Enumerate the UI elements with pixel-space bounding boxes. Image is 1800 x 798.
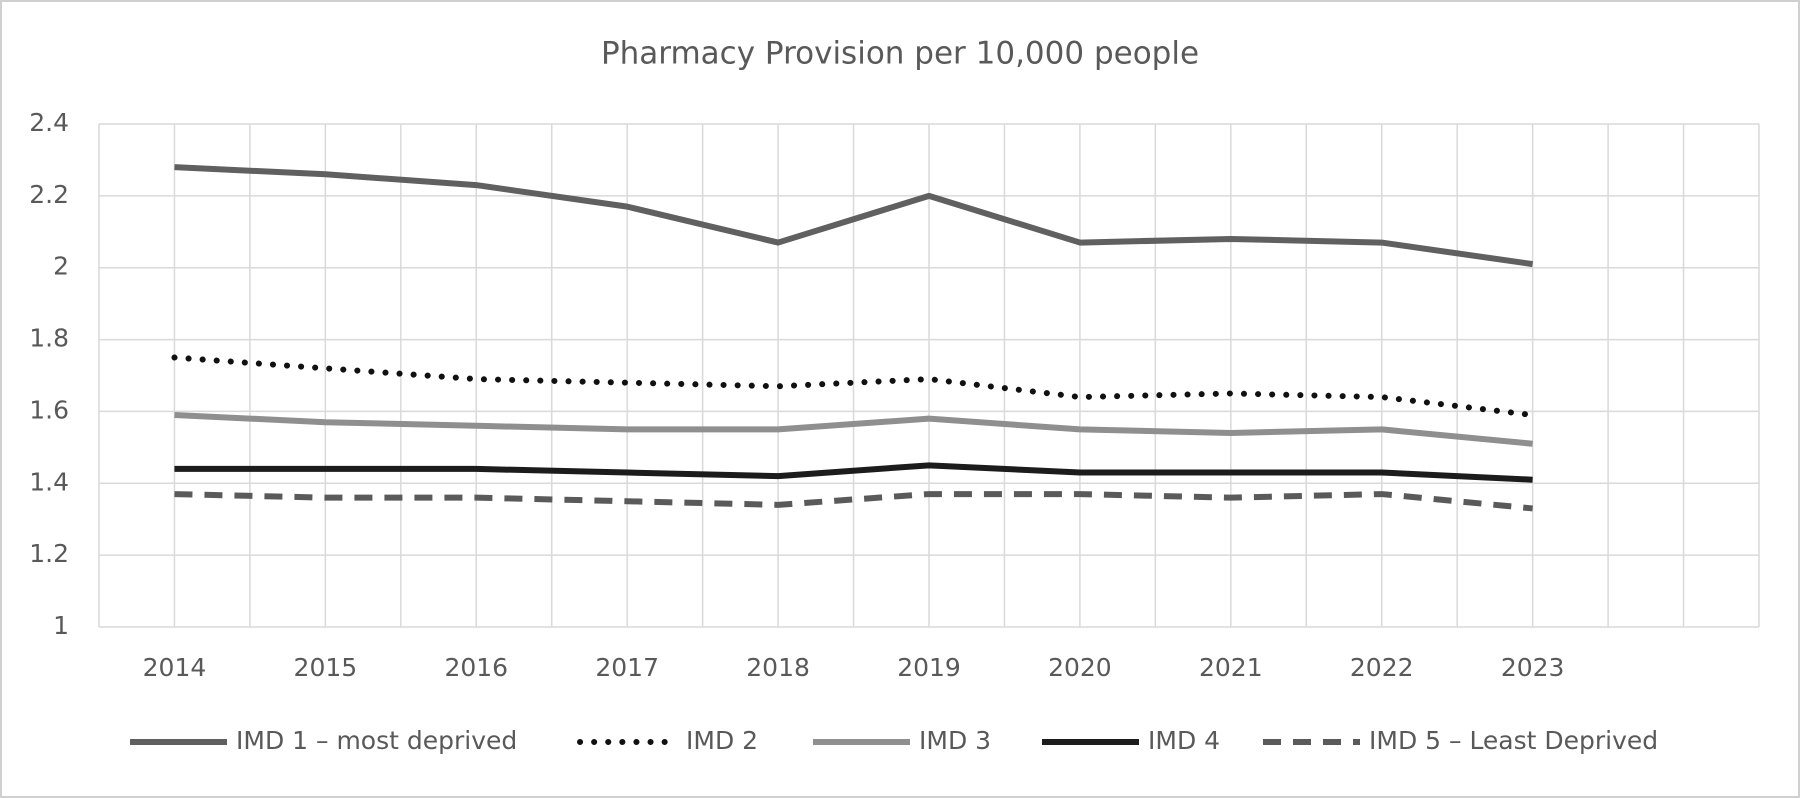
x-tick-label: 2017 xyxy=(595,653,659,682)
y-tick-label: 1.8 xyxy=(29,324,69,353)
legend-label: IMD 2 xyxy=(686,726,758,755)
x-tick-label: 2018 xyxy=(746,653,810,682)
y-tick-label: 1.2 xyxy=(29,539,69,568)
series-line xyxy=(174,164,1534,268)
legend-label: IMD 4 xyxy=(1148,726,1220,755)
y-tick-label: 2.2 xyxy=(29,180,69,209)
chart-title: Pharmacy Provision per 10,000 people xyxy=(601,36,1199,72)
legend-label: IMD 5 – Least Deprived xyxy=(1369,726,1658,755)
series-line xyxy=(174,412,1533,447)
legend-label: IMD 3 xyxy=(919,726,991,755)
series-line xyxy=(171,354,1536,419)
x-tick-label: 2023 xyxy=(1501,653,1565,682)
y-tick-label: 1.4 xyxy=(29,467,69,496)
x-tick-label: 2022 xyxy=(1350,653,1414,682)
series-line xyxy=(174,491,1533,512)
y-tick-label: 2 xyxy=(53,252,69,281)
x-tick-label: 2019 xyxy=(897,653,961,682)
y-tick-label: 1.6 xyxy=(29,395,69,424)
x-tick-label: 2014 xyxy=(143,653,207,682)
x-tick-label: 2016 xyxy=(444,653,508,682)
x-tick-label: 2021 xyxy=(1199,653,1263,682)
y-tick-label: 2.4 xyxy=(29,108,69,137)
legend-label: IMD 1 – most deprived xyxy=(236,726,517,755)
x-tick-label: 2020 xyxy=(1048,653,1112,682)
series-line xyxy=(174,462,1533,483)
x-tick-label: 2015 xyxy=(294,653,358,682)
y-tick-label: 1 xyxy=(53,611,69,640)
